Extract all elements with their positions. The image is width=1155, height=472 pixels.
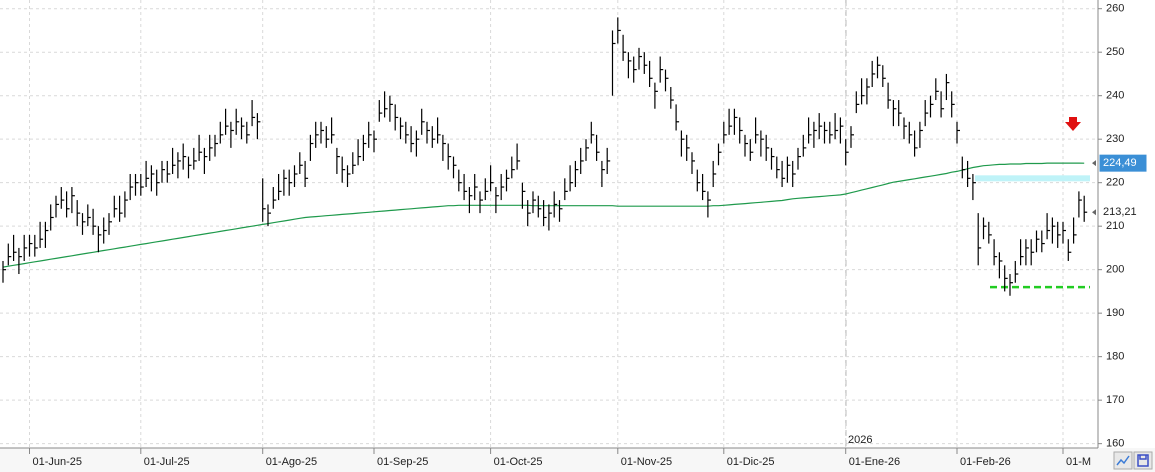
y-tick-label: 160 <box>1106 438 1124 450</box>
x-tick-label: 01-Feb-26 <box>960 456 1011 468</box>
x-tick-label: 01-Nov-25 <box>621 456 672 468</box>
year-label: 2026 <box>848 434 872 446</box>
y-tick-label: 210 <box>1106 220 1124 232</box>
y-tick-label: 190 <box>1106 307 1124 319</box>
save-icon <box>1137 454 1149 467</box>
y-tick-label: 200 <box>1106 264 1124 276</box>
y-tick-label: 180 <box>1106 351 1124 363</box>
price-label: 224,49 <box>1103 157 1137 169</box>
price-label-pointer <box>1092 160 1096 167</box>
resistance-zone <box>975 175 1090 182</box>
x-tick-label: 01-Ago-25 <box>266 456 317 468</box>
y-tick-label: 230 <box>1106 133 1124 145</box>
x-tick-label: 01-Jun-25 <box>33 456 83 468</box>
x-tick-label: 01-Dic-25 <box>727 456 775 468</box>
signal-arrow <box>1065 117 1081 131</box>
toolbar <box>1113 451 1153 470</box>
y-tick-label: 170 <box>1106 394 1124 406</box>
y-tick-label: 260 <box>1106 3 1124 15</box>
x-tick-label: 01-Sep-25 <box>377 456 428 468</box>
price-label-box <box>1099 154 1147 172</box>
plot <box>2 17 1090 296</box>
chart-type-button[interactable] <box>1113 451 1133 470</box>
price-label-box <box>1100 204 1146 221</box>
price-label-pointer <box>1092 209 1096 216</box>
y-tick-label: 240 <box>1106 90 1124 102</box>
y-axis-area <box>1098 0 1155 448</box>
x-tick-label: 01-M <box>1066 456 1091 468</box>
x-tick-label: 01-Jul-25 <box>144 456 190 468</box>
x-tick-label: 01-Ene-26 <box>849 456 900 468</box>
chart-type-icon <box>1116 455 1130 466</box>
axes: 160 170 180 190 200 210 220 230 240 250 260 01-Jun-… <box>29 3 1147 468</box>
price-label: 213,21 <box>1103 206 1137 218</box>
y-tick-label: 250 <box>1106 46 1124 58</box>
x-axis-area <box>0 448 1155 472</box>
y-tick-label: 220 <box>1106 177 1124 189</box>
x-tick-label: 01-Oct-25 <box>494 456 543 468</box>
